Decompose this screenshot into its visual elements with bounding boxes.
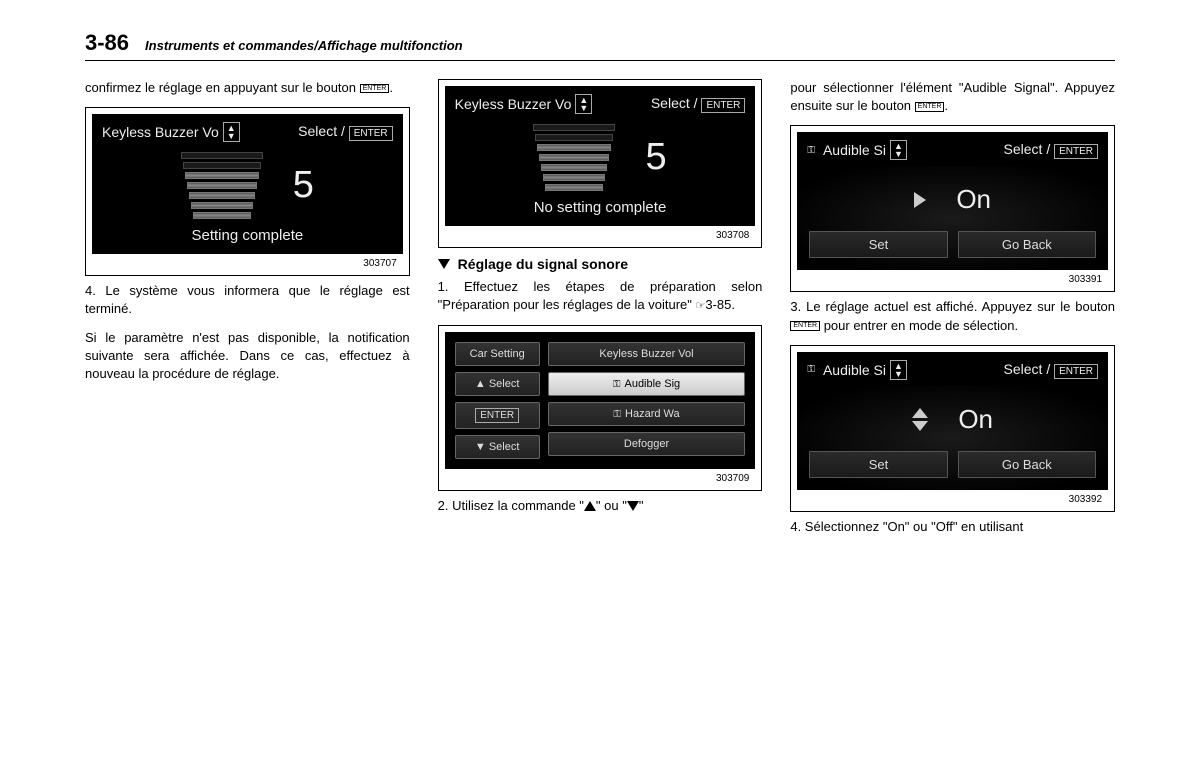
menu-item-keyless[interactable]: Keyless Buzzer Vol [548, 342, 746, 366]
updown-icon: ▲▼ [223, 122, 240, 142]
status-text: No setting complete [445, 199, 756, 226]
current-value-row: On [809, 174, 1096, 231]
status-text: Setting complete [92, 227, 403, 254]
triangle-icon [438, 259, 450, 269]
volume-value: 5 [293, 164, 314, 207]
screen-car-setting-menu: Car Setting ▲ Select ENTER ▼ Select Keyl… [445, 332, 756, 469]
menu-item-defogger[interactable]: Defogger [548, 432, 746, 456]
enter-button[interactable]: ENTER [455, 402, 540, 429]
audible-value: On [958, 404, 993, 435]
select-up-button[interactable]: ▲ Select [455, 372, 540, 396]
screen-audible-select: ⚿Audible Si ▲▼ Select / ENTER On Set Go … [797, 352, 1108, 490]
down-triangle-icon [627, 501, 639, 511]
screen-header: Keyless Buzzer Vo▲▼ Select / ENTER [92, 114, 403, 148]
col2-p2: 2. Utilisez la commande "" ou "" [438, 497, 763, 515]
figure-303707: Keyless Buzzer Vo▲▼ Select / ENTER [85, 107, 410, 276]
key-icon: ⚿ [807, 145, 815, 156]
col3-p2: 3. Le réglage actuel est affiché. Appuye… [790, 298, 1115, 334]
volume-value: 5 [645, 136, 666, 179]
col1-p2: 4. Le système vous informera que le régl… [85, 282, 410, 318]
figure-303392: ⚿Audible Si ▲▼ Select / ENTER On Set Go … [790, 345, 1115, 512]
select-down-button[interactable]: ▼ Select [455, 435, 540, 459]
col2-p1: 1. Effectuez les étapes de préparation s… [438, 278, 763, 315]
set-button[interactable]: Set [809, 451, 947, 478]
column-1: confirmez le réglage en appuyant sur le … [85, 79, 410, 546]
page-header: 3-86 Instruments et commandes/Affichage … [85, 30, 1115, 61]
col1-p3: Si le paramètre n'est pas disponible, la… [85, 329, 410, 384]
key-icon: ⚿ [613, 409, 621, 420]
key-icon: ⚿ [613, 379, 621, 390]
figure-number: 303707 [92, 254, 403, 269]
figure-number: 303709 [445, 469, 756, 484]
reference-icon: ☞ [696, 299, 706, 314]
menu-left-panel: Car Setting ▲ Select ENTER ▼ Select [455, 342, 540, 459]
volume-indicator: 5 [445, 120, 756, 199]
column-2: Keyless Buzzer Vo▲▼ Select / ENTER [438, 79, 763, 546]
figure-303708: Keyless Buzzer Vo▲▼ Select / ENTER [438, 79, 763, 248]
col3-p1: pour sélectionner l'élément "Audible Si­… [790, 79, 1115, 115]
enter-icon: ENTER [360, 84, 390, 94]
manual-page: 3-86 Instruments et commandes/Affichage … [0, 0, 1200, 566]
up-triangle-icon [584, 501, 596, 511]
enter-icon: ENTER [790, 321, 820, 331]
figure-number: 303391 [797, 270, 1108, 285]
screen-audible-view: ⚿Audible Si ▲▼ Select / ENTER On Set Go … [797, 132, 1108, 270]
menu-item-hazard[interactable]: ⚿Hazard Wa [548, 402, 746, 426]
play-icon [914, 192, 926, 208]
section-title: Instruments et commandes/Affichage multi… [145, 38, 463, 53]
page-number: 3-86 [85, 30, 129, 56]
updown-icon: ▲▼ [890, 360, 907, 380]
screen-header: ⚿Audible Si ▲▼ Select / ENTER [797, 352, 1108, 386]
key-icon: ⚿ [807, 364, 815, 375]
car-setting-label: Car Setting [455, 342, 540, 366]
set-button[interactable]: Set [809, 231, 947, 258]
goback-button[interactable]: Go Back [958, 451, 1096, 478]
enter-icon: ENTER [915, 102, 945, 112]
col1-p1: confirmez le réglage en appuyant sur le … [85, 79, 410, 97]
screen-keyless-complete: Keyless Buzzer Vo▲▼ Select / ENTER [92, 114, 403, 254]
col3-p3: 4. Sélectionnez "On" ou "Off" en utilisa… [790, 518, 1115, 536]
content-columns: confirmez le réglage en appuyant sur le … [85, 79, 1115, 546]
screen-header: Keyless Buzzer Vo▲▼ Select / ENTER [445, 86, 756, 120]
goback-button[interactable]: Go Back [958, 231, 1096, 258]
volume-indicator: 5 [92, 148, 403, 227]
current-value-row: On [809, 394, 1096, 451]
subsection-heading: Réglage du signal sonore [438, 256, 763, 272]
updown-icon: ▲▼ [575, 94, 592, 114]
screen-header: ⚿Audible Si ▲▼ Select / ENTER [797, 132, 1108, 166]
figure-number: 303708 [445, 226, 756, 241]
figure-303709: Car Setting ▲ Select ENTER ▼ Select Keyl… [438, 325, 763, 491]
figure-303391: ⚿Audible Si ▲▼ Select / ENTER On Set Go … [790, 125, 1115, 292]
menu-items: Keyless Buzzer Vol ⚿Audible Sig ⚿Hazard … [548, 342, 746, 459]
menu-item-audible[interactable]: ⚿Audible Sig [548, 372, 746, 396]
screen-keyless-nocomplete: Keyless Buzzer Vo▲▼ Select / ENTER [445, 86, 756, 226]
column-3: pour sélectionner l'élément "Audible Si­… [790, 79, 1115, 546]
updown-arrow-icon [912, 408, 928, 431]
figure-number: 303392 [797, 490, 1108, 505]
updown-icon: ▲▼ [890, 140, 907, 160]
audible-value: On [956, 184, 991, 215]
